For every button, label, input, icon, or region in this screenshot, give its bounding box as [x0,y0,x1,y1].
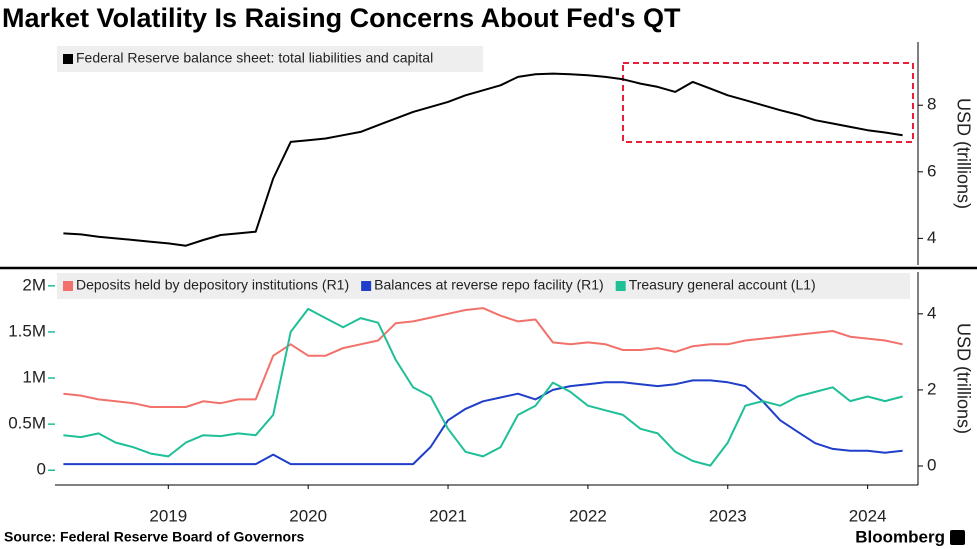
y-axis-label: USD (trillions) [953,98,973,209]
x-tick-label: 2024 [849,506,887,525]
legend-swatch [63,54,73,64]
y-axis-label: USD (trillions) [953,323,973,434]
brand: Bloomberg [855,527,945,546]
source: Source: Federal Reserve Board of Governo… [4,529,305,545]
y-tick-label: 0 [927,455,936,474]
y-tick-label: 4 [927,303,936,322]
y-tick-label: 1M [22,368,46,387]
legend-bg [57,46,483,72]
y-tick-label: 1.5M [8,321,46,340]
legend-bg [57,273,910,299]
x-tick-label: 2023 [709,506,747,525]
y-tick-label: 0 [37,460,46,479]
y-tick-label: 0.5M [8,414,46,433]
y-tick-label: 4 [927,228,936,247]
x-tick-label: 2020 [289,506,327,525]
legend-label: Federal Reserve balance sheet: total lia… [76,50,433,66]
legend-swatch [361,281,372,291]
x-tick-label: 2019 [149,506,187,525]
legend-label: Deposits held by depository institutions… [76,277,349,293]
series-line [63,307,903,408]
chart-title: Market Volatility Is Raising Concerns Ab… [2,3,681,33]
y-tick-label: 2M [22,275,46,294]
y-tick-label: 2 [927,379,936,398]
series-line [63,379,903,466]
legend-swatch [615,281,626,291]
y-tick-label: 6 [927,161,936,180]
highlight-box [622,62,914,143]
series-line [63,307,903,467]
legend-label: Balances at reverse repo facility (R1) [374,277,604,293]
series-line [63,72,903,247]
brand-icon [950,530,965,545]
legend-label: Treasury general account (L1) [629,277,816,293]
x-tick-label: 2021 [429,506,467,525]
legend-swatch [63,281,73,291]
y-tick-label: 8 [927,95,936,114]
x-tick-label: 2022 [569,506,607,525]
